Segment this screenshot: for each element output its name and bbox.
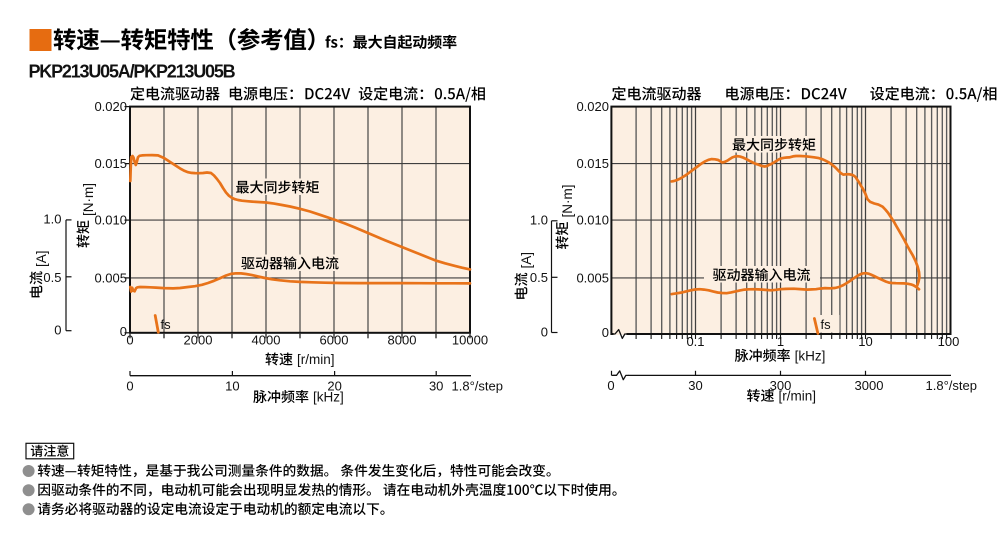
svg-text:[r/min]: [r/min]	[779, 388, 817, 403]
svg-text:[A]: [A]	[34, 250, 49, 267]
svg-text:0.010: 0.010	[94, 213, 127, 228]
svg-text:0.5: 0.5	[530, 270, 548, 285]
svg-text:0: 0	[541, 325, 548, 340]
svg-text:1: 1	[777, 334, 784, 349]
svg-text:30: 30	[429, 379, 443, 394]
svg-text:3000: 3000	[855, 378, 884, 393]
svg-text:[kHz]: [kHz]	[313, 390, 344, 405]
svg-text:1.8°/step: 1.8°/step	[926, 378, 977, 393]
svg-text:[N·m]: [N·m]	[81, 183, 96, 216]
svg-text:0: 0	[126, 333, 133, 348]
svg-text:0.1: 0.1	[686, 334, 704, 349]
svg-text:4000: 4000	[252, 333, 281, 348]
svg-text:0.010: 0.010	[576, 213, 609, 228]
svg-text:10: 10	[858, 334, 872, 349]
svg-text:10000: 10000	[452, 333, 488, 348]
svg-text:1.0: 1.0	[43, 212, 61, 227]
svg-text:0: 0	[54, 322, 61, 337]
svg-text:30: 30	[688, 378, 702, 393]
svg-text:1.0: 1.0	[530, 213, 548, 228]
svg-text:0.015: 0.015	[576, 156, 609, 171]
svg-text:[kHz]: [kHz]	[795, 348, 826, 363]
svg-text:0.020: 0.020	[94, 99, 127, 114]
svg-text:[A]: [A]	[519, 252, 534, 269]
svg-text:0.005: 0.005	[94, 271, 127, 286]
svg-text:0.015: 0.015	[94, 156, 127, 171]
svg-text:300: 300	[770, 378, 792, 393]
svg-text:2000: 2000	[184, 333, 213, 348]
svg-text:10: 10	[225, 379, 239, 394]
svg-text:0.005: 0.005	[576, 271, 609, 286]
svg-text:[N·m]: [N·m]	[560, 185, 575, 218]
svg-text:0.5: 0.5	[43, 270, 61, 285]
svg-text:20: 20	[327, 379, 341, 394]
svg-text:0: 0	[607, 378, 614, 393]
svg-text:1.8°/step: 1.8°/step	[452, 379, 503, 394]
svg-text:fs: fs	[161, 317, 172, 332]
svg-text:PKP213U05A/PKP213U05B: PKP213U05A/PKP213U05B	[29, 62, 236, 82]
svg-text:0: 0	[602, 325, 609, 340]
svg-text:0: 0	[126, 379, 133, 394]
svg-text:100: 100	[938, 334, 960, 349]
svg-text:0: 0	[120, 324, 127, 339]
svg-text:fs: fs	[821, 317, 832, 332]
svg-text:8000: 8000	[388, 333, 417, 348]
svg-text:0.020: 0.020	[576, 99, 609, 114]
svg-text:6000: 6000	[320, 333, 349, 348]
svg-text:[r/min]: [r/min]	[297, 352, 335, 367]
